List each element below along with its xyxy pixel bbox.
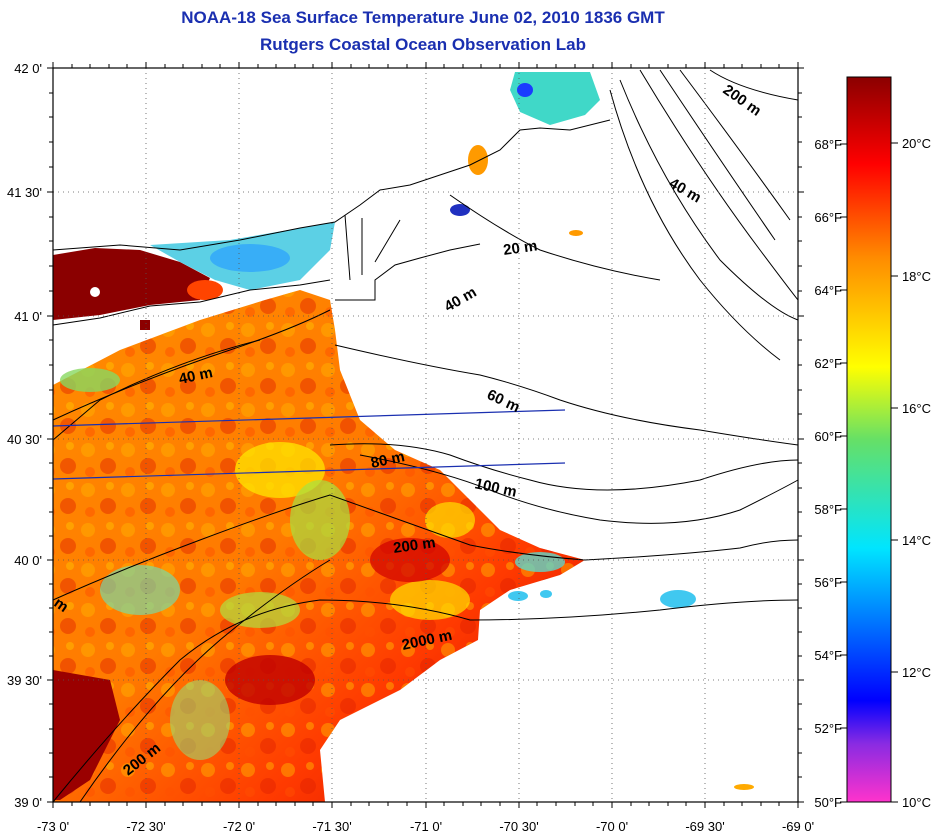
lon-label: -70 30'	[499, 819, 538, 834]
lon-label: -72 0'	[223, 819, 255, 834]
lat-label: 40 30'	[7, 432, 42, 447]
celsius-label: 20°C	[902, 136, 931, 151]
fahrenheit-label: 50°F	[814, 795, 842, 810]
latitude-labels: 42 0' 41 30' 41 0' 40 30' 40 0' 39 30' 3…	[7, 61, 42, 810]
longitude-labels: -73 0' -72 30' -72 0' -71 30' -71 0' -70…	[37, 819, 814, 834]
celsius-label: 16°C	[902, 401, 931, 416]
fahrenheit-label: 64°F	[814, 283, 842, 298]
lat-label: 41 30'	[7, 185, 42, 200]
lat-label: 40 0'	[14, 553, 42, 568]
colorbar: 68°F 66°F 64°F 62°F 60°F 58°F 56°F 54°F …	[814, 76, 931, 810]
sst-data-layer	[53, 72, 754, 802]
map-title: NOAA-18 Sea Surface Temperature June 02,…	[181, 8, 665, 27]
map-subtitle: Rutgers Coastal Ocean Observation Lab	[260, 35, 586, 54]
frame-ticks	[47, 62, 804, 808]
coastline	[52, 79, 799, 361]
celsius-label: 10°C	[902, 795, 931, 810]
lon-label: -71 30'	[312, 819, 351, 834]
graticule	[53, 68, 798, 802]
bathymetry-contours	[52, 69, 799, 803]
lon-label: -73 0'	[37, 819, 69, 834]
colorbar-scale	[846, 76, 892, 803]
fahrenheit-label: 66°F	[814, 210, 842, 225]
contour-label: 80 m	[369, 448, 406, 472]
lon-label: -70 0'	[596, 819, 628, 834]
lon-label: -72 30'	[126, 819, 165, 834]
contour-label: 20 m	[502, 237, 538, 259]
contour-label: 40 m	[177, 364, 214, 388]
fahrenheit-label: 56°F	[814, 575, 842, 590]
contour-label: 200 m	[392, 534, 436, 557]
lon-label: -71 0'	[410, 819, 442, 834]
lon-label: -69 0'	[782, 819, 814, 834]
lat-label: 42 0'	[14, 61, 42, 76]
celsius-label: 18°C	[902, 269, 931, 284]
lat-label: 39 30'	[7, 673, 42, 688]
fahrenheit-label: 68°F	[814, 137, 842, 152]
fahrenheit-label: 62°F	[814, 356, 842, 371]
celsius-label: 12°C	[902, 665, 931, 680]
lat-label: 41 0'	[14, 309, 42, 324]
transect-lines	[52, 409, 566, 480]
lon-label: -69 30'	[685, 819, 724, 834]
fahrenheit-label: 54°F	[814, 648, 842, 663]
fahrenheit-label: 52°F	[814, 721, 842, 736]
celsius-label: 14°C	[902, 533, 931, 548]
fahrenheit-label: 58°F	[814, 502, 842, 517]
lat-label: 39 0'	[14, 795, 42, 810]
fahrenheit-label: 60°F	[814, 429, 842, 444]
